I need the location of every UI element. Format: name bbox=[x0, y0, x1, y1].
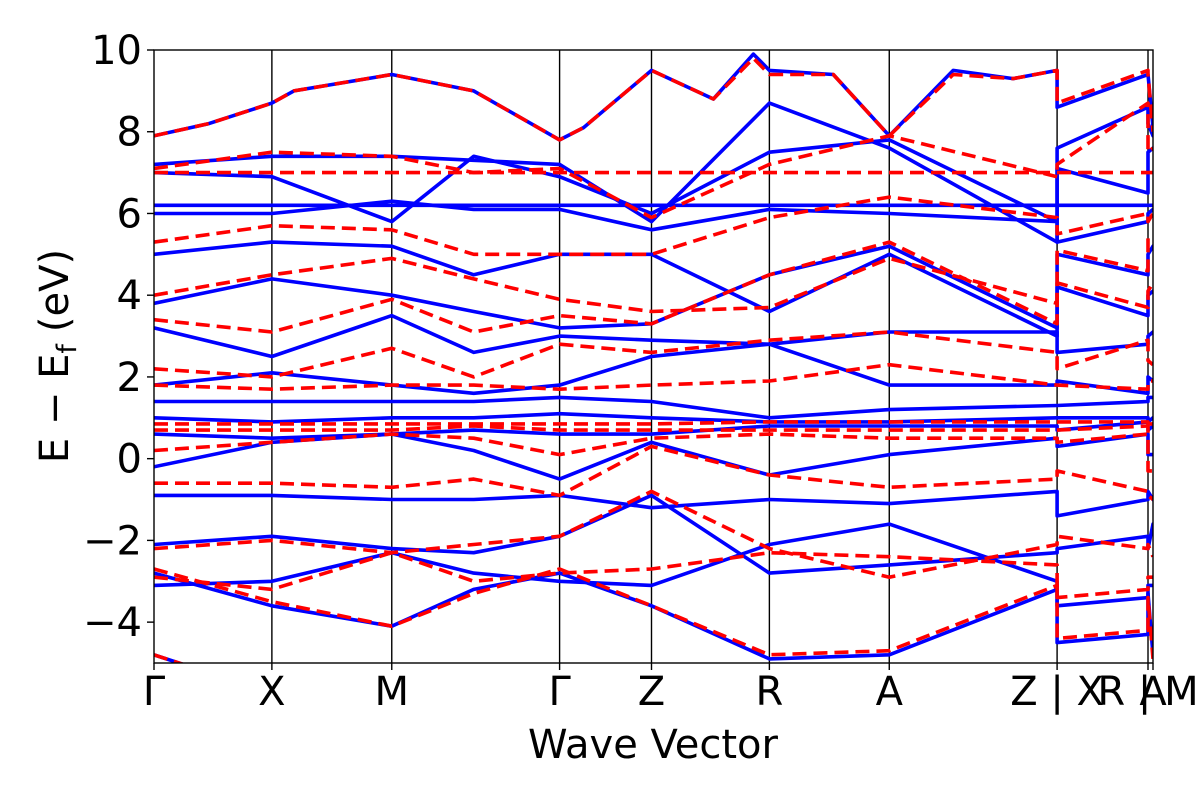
band-line bbox=[154, 489, 1153, 580]
x-tick-label: Γ bbox=[143, 669, 166, 715]
band-lines bbox=[154, 52, 1153, 663]
band-line bbox=[154, 653, 185, 663]
band-line bbox=[154, 240, 1153, 334]
x-tick-label: R bbox=[755, 669, 783, 715]
y-axis-ticks: −4 −2 0 2 4 6 8 10 bbox=[83, 28, 154, 646]
band-line bbox=[154, 411, 1153, 424]
series-dashed bbox=[154, 56, 1153, 663]
band-line bbox=[154, 138, 1153, 224]
y-axis-label-unit: (eV) bbox=[32, 249, 78, 332]
y-tick-label: 4 bbox=[117, 273, 142, 319]
band-line bbox=[154, 432, 1153, 473]
band-line bbox=[154, 493, 1153, 575]
band-line bbox=[154, 330, 1153, 379]
y-axis-label: E − Ef (eV) bbox=[32, 249, 83, 463]
y-tick-label: 6 bbox=[117, 191, 142, 237]
y-tick-label: 8 bbox=[117, 110, 142, 156]
band-line bbox=[154, 195, 1153, 257]
x-tick-label: A bbox=[876, 669, 904, 715]
x-tick-label: Γ bbox=[548, 669, 571, 715]
y-tick-label: −4 bbox=[83, 600, 142, 646]
band-line bbox=[154, 444, 1153, 501]
band-line bbox=[154, 489, 1153, 518]
y-tick-label: 0 bbox=[117, 437, 142, 483]
band-line bbox=[154, 362, 1153, 392]
band-line bbox=[154, 420, 1153, 426]
x-tick-label: R | M bbox=[1097, 669, 1198, 715]
plot-area-frame bbox=[153, 49, 1154, 664]
x-axis-label: Wave Vector bbox=[528, 722, 779, 768]
y-tick-label: 10 bbox=[91, 28, 142, 74]
band-line bbox=[154, 240, 1153, 338]
x-tick-label: A bbox=[1139, 669, 1167, 715]
y-tick-label: 2 bbox=[117, 355, 142, 401]
x-tick-label: Z bbox=[638, 669, 665, 715]
x-tick-label: X bbox=[258, 669, 285, 715]
x-tick-label: M bbox=[375, 669, 410, 715]
band-line bbox=[154, 395, 1153, 420]
band-line bbox=[154, 56, 1153, 142]
x-tick-label: Z | X bbox=[1010, 669, 1104, 715]
y-axis-label-main: E − E bbox=[32, 354, 78, 464]
band-line bbox=[154, 101, 1153, 220]
band-line bbox=[154, 567, 1153, 660]
y-tick-label: −2 bbox=[83, 518, 142, 564]
y-axis-label-subscript: f bbox=[52, 343, 83, 354]
band-line bbox=[154, 232, 1153, 314]
band-line bbox=[154, 424, 1153, 436]
